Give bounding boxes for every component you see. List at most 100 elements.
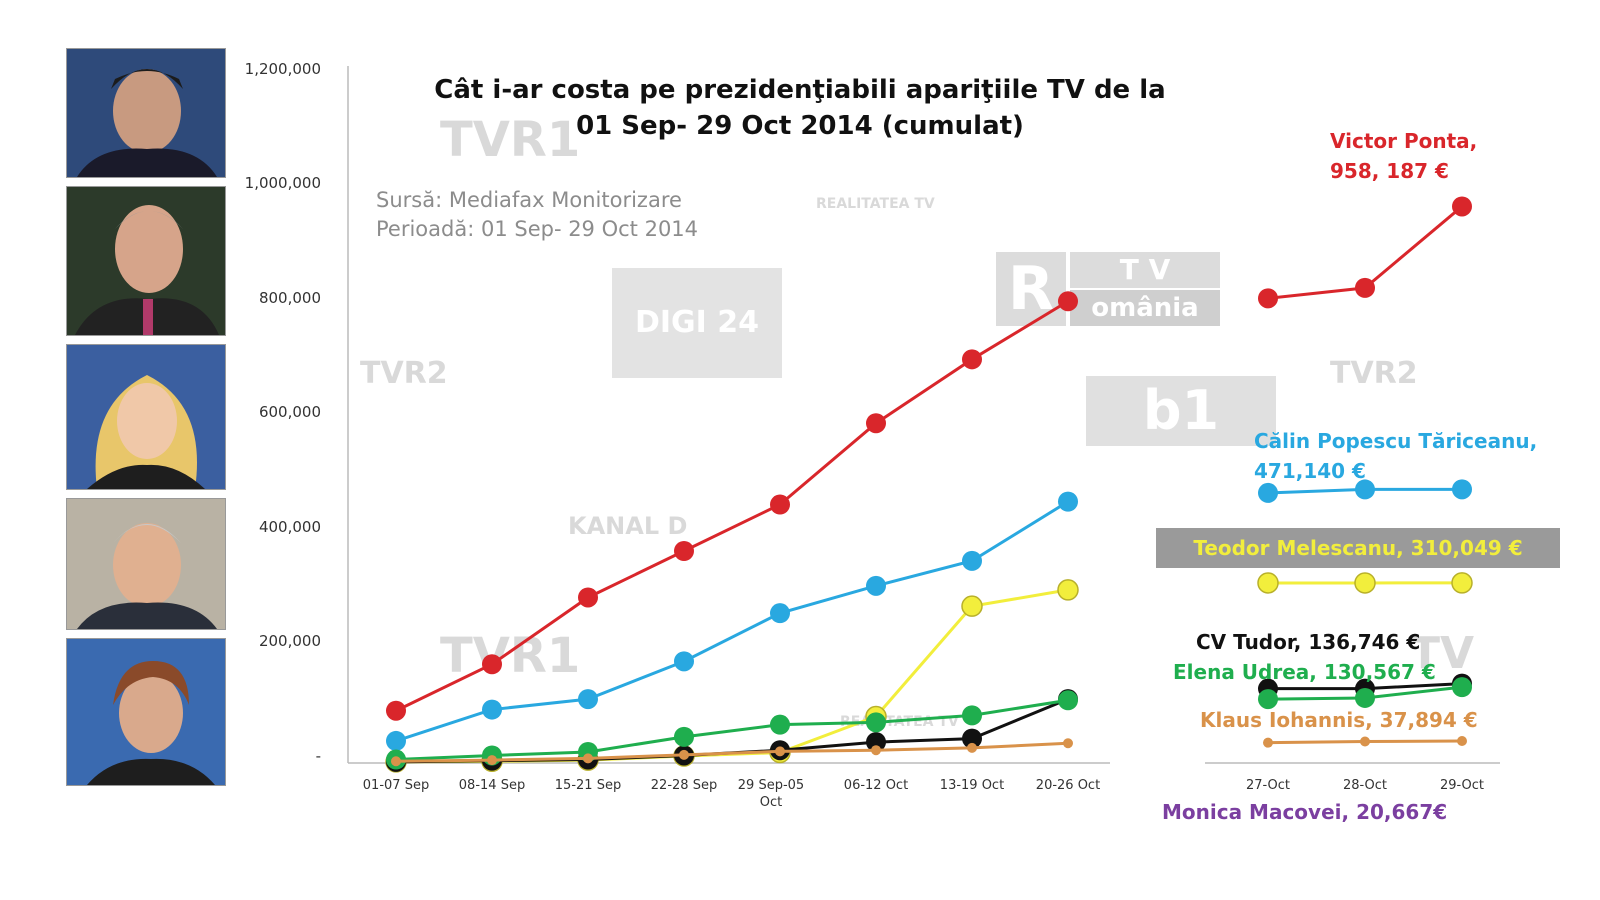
chart-source: Sursă: Mediafax Monitorizare Perioadă: 0… (376, 186, 698, 244)
x-tick-label: 20-26 Oct (1035, 778, 1101, 793)
portrait-image (67, 639, 225, 785)
data-point-klaus-iohannis (1263, 737, 1273, 748)
watermark-tvr1-top: TVR1 (440, 112, 581, 168)
data-point-victor-ponta (1258, 288, 1278, 309)
data-point-klaus-iohannis (1360, 736, 1370, 747)
data-point-c-lin-popescu-t-riceanu (866, 575, 886, 596)
y-tick-label: 1,200,000 (244, 60, 321, 78)
data-point-teodor-melescanu (1354, 572, 1376, 594)
data-point-elena-udrea (1258, 689, 1278, 710)
data-point-klaus-iohannis (775, 746, 785, 757)
period-line: Perioadă: 01 Sep- 29 Oct 2014 (376, 217, 699, 241)
y-tick-label: 200,000 (258, 632, 321, 650)
x-tick-label: 13-19 Oct (939, 778, 1005, 793)
data-point-victor-ponta (482, 654, 502, 675)
data-point-elena-udrea (770, 714, 790, 735)
watermark-realitatea-top: REALITATEA TV (816, 196, 935, 212)
data-point-c-lin-popescu-t-riceanu (482, 699, 502, 720)
data-point-elena-udrea (1058, 690, 1078, 711)
data-point-elena-udrea (1452, 677, 1472, 698)
candidate-photo-3 (66, 344, 226, 490)
watermark-rtv-tv: T V (1070, 252, 1220, 288)
data-point-klaus-iohannis (583, 753, 593, 764)
watermark-tvr2-left: TVR2 (360, 356, 448, 391)
data-point-victor-ponta (962, 349, 982, 370)
data-point-klaus-iohannis (679, 749, 689, 760)
watermark-digi24: DIGI 24 (612, 268, 782, 378)
portrait-image (67, 187, 225, 335)
y-tick-label: - (315, 747, 321, 765)
data-point-teodor-melescanu (1257, 572, 1279, 594)
data-point-c-lin-popescu-t-riceanu (674, 651, 694, 672)
y-tick-label: 600,000 (258, 403, 321, 421)
data-point-victor-ponta (770, 494, 790, 515)
data-point-c-lin-popescu-t-riceanu (386, 730, 406, 751)
data-point-klaus-iohannis (1457, 735, 1467, 746)
data-point-victor-ponta (578, 587, 598, 608)
label-tariceanu-name: Călin Popescu Tăriceanu, (1254, 429, 1538, 453)
watermark-kanald: KANAL D (568, 512, 688, 540)
y-tick-label: 800,000 (258, 289, 321, 307)
label-ponta-name: Victor Ponta, (1330, 129, 1478, 153)
source-line: Sursă: Mediafax Monitorizare (376, 188, 682, 212)
data-point-cv-tudor (866, 732, 886, 753)
chart-title-line-2: 01 Sep- 29 Oct 2014 (cumulat) (576, 111, 1024, 141)
portrait-image (67, 345, 225, 489)
series-line-c-lin-popescu-t-riceanu-weekly (395, 500, 1069, 743)
data-point-c-lin-popescu-t-riceanu (1058, 491, 1078, 512)
watermark-tvr2-right: TVR2 (1330, 356, 1418, 391)
label-tudor: CV Tudor, 136,746 € (1196, 630, 1421, 654)
x-tick-label: 22-28 Sep (650, 778, 718, 793)
data-point-elena-udrea (866, 712, 886, 733)
data-point-klaus-iohannis (391, 756, 401, 767)
watermark-b1: b1 (1086, 376, 1276, 446)
x-tick-label: 08-14 Sep (458, 778, 526, 793)
label-ponta-value: 958, 187 € (1330, 159, 1449, 183)
watermark-rtv-r: R (996, 252, 1066, 326)
x-tick-label: 06-12 Oct (843, 778, 909, 793)
watermark-tvr1-bottom: TVR1 (440, 628, 581, 684)
candidate-photo-4 (66, 498, 226, 630)
y-tick-label: 400,000 (258, 518, 321, 536)
data-point-victor-ponta (1355, 277, 1375, 298)
data-point-teodor-melescanu (961, 595, 983, 617)
watermark-tv-right: TV (1410, 628, 1475, 679)
data-point-c-lin-popescu-t-riceanu (578, 689, 598, 710)
candidate-photo-2 (66, 186, 226, 336)
chart-title-line-1: Cât i-ar costa pe prezidenţiabili apariţ… (434, 75, 1166, 105)
x-tick-label: 29-Oct (1439, 778, 1485, 793)
data-point-c-lin-popescu-t-riceanu (962, 550, 982, 571)
data-point-victor-ponta (1452, 196, 1472, 217)
data-point-teodor-melescanu (1057, 579, 1079, 601)
label-udrea: Elena Udrea, 130,567 € (1173, 660, 1436, 684)
x-tick-label: 29 Sep-05 Oct (737, 778, 805, 810)
data-point-klaus-iohannis (871, 745, 881, 756)
data-point-victor-ponta (674, 540, 694, 561)
candidate-photo-5 (66, 638, 226, 786)
chart-title: Cât i-ar costa pe prezidenţiabili apariţ… (360, 72, 1240, 144)
data-point-victor-ponta (866, 413, 886, 434)
series-line-elena-udrea-weekly (395, 698, 1069, 762)
y-tick-label: 1,000,000 (244, 174, 321, 192)
data-point-klaus-iohannis (1063, 738, 1073, 749)
data-point-elena-udrea (962, 705, 982, 726)
data-point-klaus-iohannis (967, 742, 977, 753)
data-point-c-lin-popescu-t-riceanu (770, 603, 790, 624)
label-ponta: Victor Ponta, 958, 187 € (1330, 126, 1477, 186)
candidate-photo-1 (66, 48, 226, 178)
x-tick-label: 28-Oct (1342, 778, 1388, 793)
data-point-c-lin-popescu-t-riceanu (1452, 479, 1472, 500)
portrait-image (67, 499, 225, 629)
data-point-c-lin-popescu-t-riceanu (1258, 482, 1278, 503)
series-layer (385, 196, 1473, 773)
data-point-elena-udrea (1355, 687, 1375, 708)
label-tariceanu-value: 471,140 € (1254, 459, 1366, 483)
data-point-victor-ponta (1058, 291, 1078, 312)
x-tick-label: 01-07 Sep (362, 778, 430, 793)
x-tick-label: 15-21 Sep (554, 778, 622, 793)
data-point-klaus-iohannis (487, 755, 497, 766)
portrait-image (67, 49, 225, 177)
watermark-rtv-romania: omânia (1070, 290, 1220, 326)
